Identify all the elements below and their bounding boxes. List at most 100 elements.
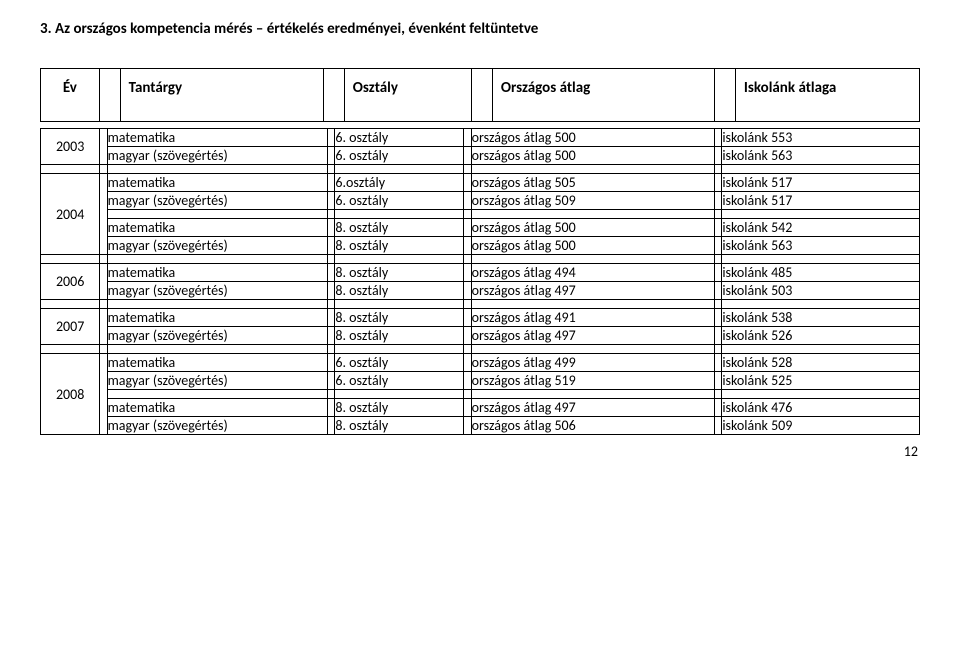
table-row: 2003matematika6. osztályországos átlag 5… [41,129,920,147]
spacer-cell [328,165,335,174]
spacer-cell [715,255,722,264]
spacer-cell [722,300,920,309]
subject-cell: matematika [107,354,328,372]
spacer-cell [100,345,107,354]
gap [715,309,722,327]
national-cell: országos átlag 500 [471,147,714,165]
spacer-cell [107,165,328,174]
school-cell: iskolánk 553 [722,129,920,147]
spacer-cell [722,390,920,399]
gap [715,327,722,345]
klass-cell: 8. osztály [335,417,464,435]
spacer-cell [722,345,920,354]
school-cell: iskolánk 538 [722,309,920,327]
school-cell: iskolánk 517 [722,174,920,192]
subject-cell: magyar (szövegértés) [107,147,328,165]
gap [715,129,722,147]
spacer-cell [335,165,464,174]
national-cell: országos átlag 519 [471,372,714,390]
spacer-cell [715,390,722,399]
klass-cell: 6. osztály [335,354,464,372]
national-cell: országos átlag 497 [471,327,714,345]
spacer-cell [41,300,100,309]
year-cell: 2008 [41,354,100,435]
gap [99,69,120,122]
subject-cell: matematika [107,129,328,147]
gap [464,147,471,165]
gap [100,129,107,165]
intra-block-spacer [41,210,920,219]
subject-cell: matematika [107,264,328,282]
spacer-cell [464,210,471,219]
national-cell: országos átlag 499 [471,354,714,372]
gap [464,219,471,237]
gap [715,282,722,300]
school-cell: iskolánk 503 [722,282,920,300]
spacer-cell [41,255,100,264]
table-row: magyar (szövegértés)6. osztályországos á… [41,372,920,390]
block-spacer [41,300,920,309]
spacer-cell [471,165,714,174]
klass-cell: 8. osztály [335,327,464,345]
school-cell: iskolánk 485 [722,264,920,282]
subject-cell: magyar (szövegértés) [107,327,328,345]
gap [464,417,471,435]
gap [328,219,335,237]
subject-cell: magyar (szövegértés) [107,192,328,210]
subject-cell: magyar (szövegértés) [107,282,328,300]
spacer-cell [335,345,464,354]
gap [464,264,471,282]
klass-cell: 6. osztály [335,192,464,210]
gap [715,264,722,282]
spacer-cell [335,255,464,264]
year-cell: 2003 [41,129,100,165]
subject-cell: magyar (szövegértés) [107,417,328,435]
intra-block-spacer [41,390,920,399]
col-subject: Tantárgy [120,69,323,122]
gap [464,174,471,192]
national-cell: országos átlag 494 [471,264,714,282]
gap [328,192,335,210]
subject-cell: matematika [107,399,328,417]
gap [715,372,722,390]
gap [464,399,471,417]
gap [715,147,722,165]
spacer-cell [328,390,335,399]
gap [715,192,722,210]
national-cell: országos átlag 509 [471,192,714,210]
gap [328,282,335,300]
subject-cell: magyar (szövegértés) [107,372,328,390]
national-cell: országos átlag 497 [471,399,714,417]
gap [464,354,471,372]
table-row: 2007matematika8. osztályországos átlag 4… [41,309,920,327]
school-cell: iskolánk 525 [722,372,920,390]
table-row: magyar (szövegértés) 8. osztály országos á… [41,327,920,345]
table-row: matematika8. osztályországos átlag 497is… [41,399,920,417]
national-cell: országos átlag 491 [471,309,714,327]
gap [328,237,335,255]
gap [328,354,335,372]
spacer-cell [328,300,335,309]
table-row: magyar (szövegértés)8. osztályországos á… [41,417,920,435]
spacer-cell [464,345,471,354]
national-cell: országos átlag 500 [471,219,714,237]
spacer-cell [107,300,328,309]
klass-cell: 6. osztály [335,129,464,147]
header-table: Év Tantárgy Osztály Országos átlag Iskol… [40,68,920,122]
gap [715,399,722,417]
col-school: Iskolánk átlaga [735,69,919,122]
national-cell: országos átlag 500 [471,237,714,255]
spacer-cell [715,345,722,354]
gap [464,372,471,390]
gap [464,327,471,345]
gap [328,372,335,390]
spacer-cell [107,390,328,399]
gap [328,264,335,282]
table-row: matematika8. osztályországos átlag 500is… [41,219,920,237]
spacer-cell [41,345,100,354]
spacer-cell [715,300,722,309]
national-cell: országos átlag 497 [471,282,714,300]
spacer-cell [100,255,107,264]
col-national: Országos átlag [492,69,714,122]
spacer-cell [328,255,335,264]
